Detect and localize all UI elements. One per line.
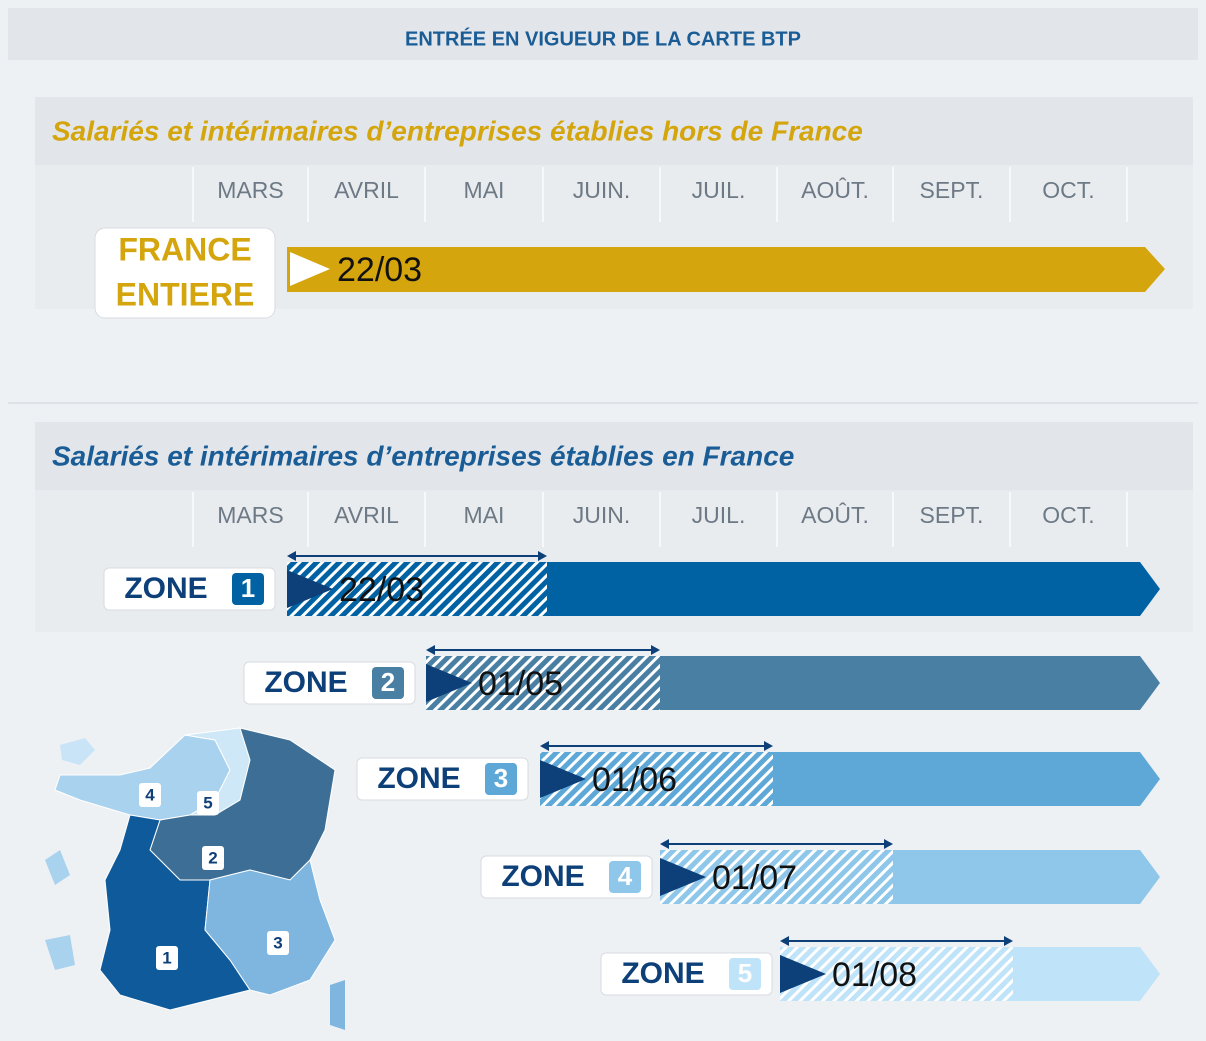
start-arrow	[660, 858, 706, 896]
arrow-head	[651, 645, 660, 655]
title: ENTRÉE EN VIGUEUR DE LA CARTE BTP	[405, 27, 801, 50]
month: OCT.	[1042, 177, 1094, 203]
zone-bar	[773, 752, 1160, 806]
month: MAI	[464, 502, 505, 528]
subtitle-2: Salariés et intérimaires d’entreprises é…	[52, 440, 794, 471]
arrow-head	[287, 551, 296, 561]
arrow-head	[660, 839, 669, 849]
zone-number-box	[609, 861, 641, 893]
month: JUIL.	[692, 177, 746, 203]
label-line: FRANCE	[118, 231, 251, 267]
map-label-box	[139, 783, 161, 807]
arrow-head	[540, 741, 549, 751]
month: AOÛT.	[801, 176, 869, 203]
start-arrow	[426, 664, 472, 702]
zone-date: 01/06	[592, 761, 677, 799]
map-label-box	[202, 846, 224, 870]
month: SEPT.	[920, 177, 984, 203]
zone-bar	[1013, 947, 1160, 1001]
zone-number: 2	[381, 667, 395, 697]
subtitle-band-2	[35, 422, 1193, 490]
arrow-head	[538, 551, 547, 561]
map-label: 3	[273, 933, 282, 952]
map-label: 2	[208, 848, 217, 867]
zone-number-box	[729, 958, 761, 990]
zone-label: ZONE	[124, 572, 207, 605]
zone-label: ZONE	[501, 860, 584, 893]
zone-label: ZONE	[621, 957, 704, 990]
month: MARS	[217, 502, 283, 528]
zone-number-box	[485, 763, 517, 795]
arrow-head	[884, 839, 893, 849]
map-label: 5	[203, 793, 212, 812]
zone-number-box	[372, 667, 404, 699]
zone-number: 4	[618, 861, 633, 891]
month: AOÛT.	[801, 501, 869, 528]
zone-bar	[893, 850, 1160, 904]
map-label: 1	[162, 948, 171, 967]
month: SEPT.	[920, 502, 984, 528]
arrow-head	[1004, 936, 1013, 946]
zone-date: 01/05	[478, 665, 563, 703]
start-arrow	[780, 955, 826, 993]
map-label-box	[267, 931, 289, 955]
month: JUIN.	[573, 502, 631, 528]
date: 22/03	[337, 251, 422, 289]
zone-number: 5	[738, 958, 752, 988]
start-arrow	[287, 570, 333, 608]
zone-date: 01/08	[832, 956, 917, 994]
zone-number: 3	[494, 763, 508, 793]
zone-bar	[660, 656, 1160, 710]
map-label-box	[156, 946, 178, 970]
map-label: 4	[145, 785, 155, 804]
arrow-head	[426, 645, 435, 655]
label-box	[94, 227, 276, 319]
month: JUIL.	[692, 502, 746, 528]
zone-number-box	[232, 573, 264, 605]
arrow-head	[780, 936, 789, 946]
zone-bar	[547, 562, 1160, 616]
map-label-box	[197, 791, 219, 815]
start-arrow	[290, 252, 330, 286]
zone-date: 22/03	[339, 571, 424, 609]
zone-date: 01/07	[712, 859, 797, 897]
month: MARS	[217, 177, 283, 203]
month: AVRIL	[334, 177, 399, 203]
label-line: ENTIERE	[116, 276, 255, 312]
month: OCT.	[1042, 502, 1094, 528]
subtitle-1: Salariés et intérimaires d’entreprises é…	[52, 115, 863, 146]
france-bar	[287, 247, 1165, 292]
month: JUIN.	[573, 177, 631, 203]
arrow-head	[764, 741, 773, 751]
zone-label: ZONE	[264, 666, 347, 699]
start-arrow	[540, 760, 586, 798]
subtitle-band-1	[35, 97, 1193, 165]
zone-label: ZONE	[377, 762, 460, 795]
month: AVRIL	[334, 502, 399, 528]
month: MAI	[464, 177, 505, 203]
map	[45, 727, 345, 1030]
zone-number: 1	[241, 573, 255, 603]
header-band	[8, 8, 1198, 60]
